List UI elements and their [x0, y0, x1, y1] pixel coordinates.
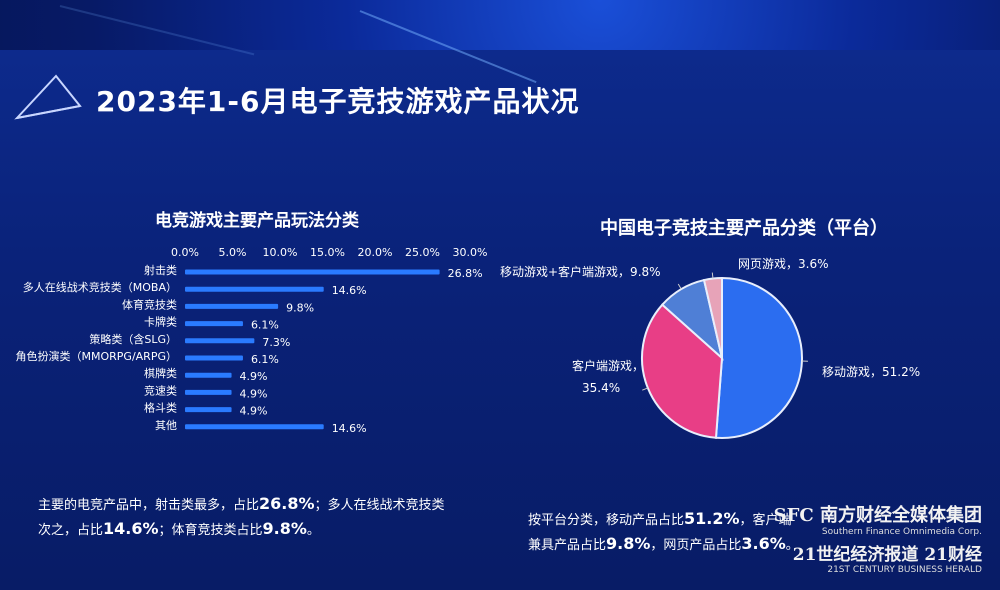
bar [185, 424, 324, 429]
summary-text: 按平台分类，移动产品占比 [528, 513, 684, 528]
bar-value-label: 4.9% [240, 387, 268, 400]
category-label: 卡牌类 [144, 315, 177, 329]
summary-text: ，网页产品占比 [650, 538, 741, 553]
pie-slice [716, 278, 802, 438]
bar [185, 270, 440, 275]
category-label: 多人在线战术竞技类（MOBA） [23, 280, 177, 294]
bar [185, 321, 243, 326]
watermark-line1-en: Southern Finance Omnimedia Corp. [774, 527, 982, 537]
bar-chart: 0.0% 5.0% 10.0% 15.0% 20.0% 25.0% 30.0% 射击类 26.8… [0, 238, 500, 458]
bar [185, 304, 278, 309]
bar-value-label: 7.3% [262, 336, 290, 349]
bar-value-label: 6.1% [251, 319, 279, 332]
summary-highlight: 26.8% [259, 494, 315, 513]
x-tick-label: 10.0% [263, 246, 298, 259]
x-tick-label: 30.0% [453, 246, 488, 259]
x-tick-label: 20.0% [358, 246, 393, 259]
pie-chart: 移动游戏，51.2% 客户端游戏，35.4% 移动游戏+客户端游戏，9.8% 网页游戏… [500, 240, 980, 470]
watermark: SFC 南方财经全媒体集团 Southern Finance Omnimedia… [774, 501, 982, 575]
bar [185, 390, 232, 395]
bar [185, 356, 243, 361]
page-title: 2023年1-6月电子竞技游戏产品状况 [96, 80, 580, 120]
pie-leader-line [678, 284, 681, 289]
bar [185, 338, 254, 343]
bar-value-label: 14.6% [332, 284, 367, 297]
x-tick-label: 25.0% [405, 246, 440, 259]
summary-highlight: 14.6% [103, 519, 159, 538]
x-tick-label: 0.0% [171, 246, 199, 259]
bar [185, 373, 232, 378]
summary-left: 主要的电竞产品中，射击类最多，占比26.8%；多人在线战术竞技类 次之，占比14… [38, 492, 458, 542]
bar-value-label: 6.1% [251, 353, 279, 366]
bar-value-label: 9.8% [286, 301, 314, 314]
category-label: 竞速类 [144, 383, 177, 397]
category-label: 射击类 [144, 263, 177, 277]
light-beam [60, 5, 255, 55]
bar-value-label: 4.9% [240, 405, 268, 418]
bar-value-label: 4.9% [240, 370, 268, 383]
pie-leader-line [712, 273, 713, 279]
bar-chart-title: 电竞游戏主要产品玩法分类 [155, 206, 359, 231]
summary-text: 主要的电竞产品中，射击类最多，占比 [38, 498, 259, 513]
watermark-line1: SFC 南方财经全媒体集团 [774, 501, 982, 527]
summary-text: 。 [307, 523, 320, 538]
category-label: 体育竞技类 [122, 297, 177, 311]
pie-slice-label: 移动游戏，51.2% [822, 365, 920, 379]
watermark-line2: 21世纪经济报道 21财经 [774, 540, 982, 565]
summary-text: ；多人在线战术竞技类 [315, 498, 445, 513]
bar [185, 287, 324, 292]
pie-chart-title: 中国电子竞技主要产品分类（平台） [600, 214, 888, 240]
watermark-line2-en: 21ST CENTURY BUSINESS HERALD [774, 565, 982, 575]
triangle-logo-icon [14, 72, 84, 122]
category-label: 格斗类 [144, 401, 177, 415]
summary-highlight: 51.2% [684, 509, 740, 528]
bar [185, 407, 232, 412]
pie-slice-label: 客户端游戏，35.4% [572, 358, 644, 395]
summary-text: 次之，占比 [38, 523, 103, 538]
category-label: 棋牌类 [144, 366, 177, 380]
summary-text: 兼具产品占比 [528, 538, 606, 553]
x-tick-label: 15.0% [310, 246, 345, 259]
summary-text: ；体育竞技类占比 [159, 523, 263, 538]
category-label: 角色扮演类（MMORPG/ARPG） [16, 349, 177, 363]
bar-value-label: 26.8% [448, 267, 483, 280]
category-label: 其他 [155, 419, 177, 432]
x-tick-label: 5.0% [219, 246, 247, 259]
pie-slice-label: 网页游戏，3.6% [738, 257, 829, 271]
pie-slice-label: 移动游戏+客户端游戏，9.8% [500, 264, 661, 279]
summary-highlight: 9.8% [263, 519, 307, 538]
summary-highlight: 9.8% [606, 534, 650, 553]
category-label: 策略类（含SLG） [89, 332, 177, 346]
pie-leader-line [642, 388, 648, 390]
bar-value-label: 14.6% [332, 422, 367, 435]
